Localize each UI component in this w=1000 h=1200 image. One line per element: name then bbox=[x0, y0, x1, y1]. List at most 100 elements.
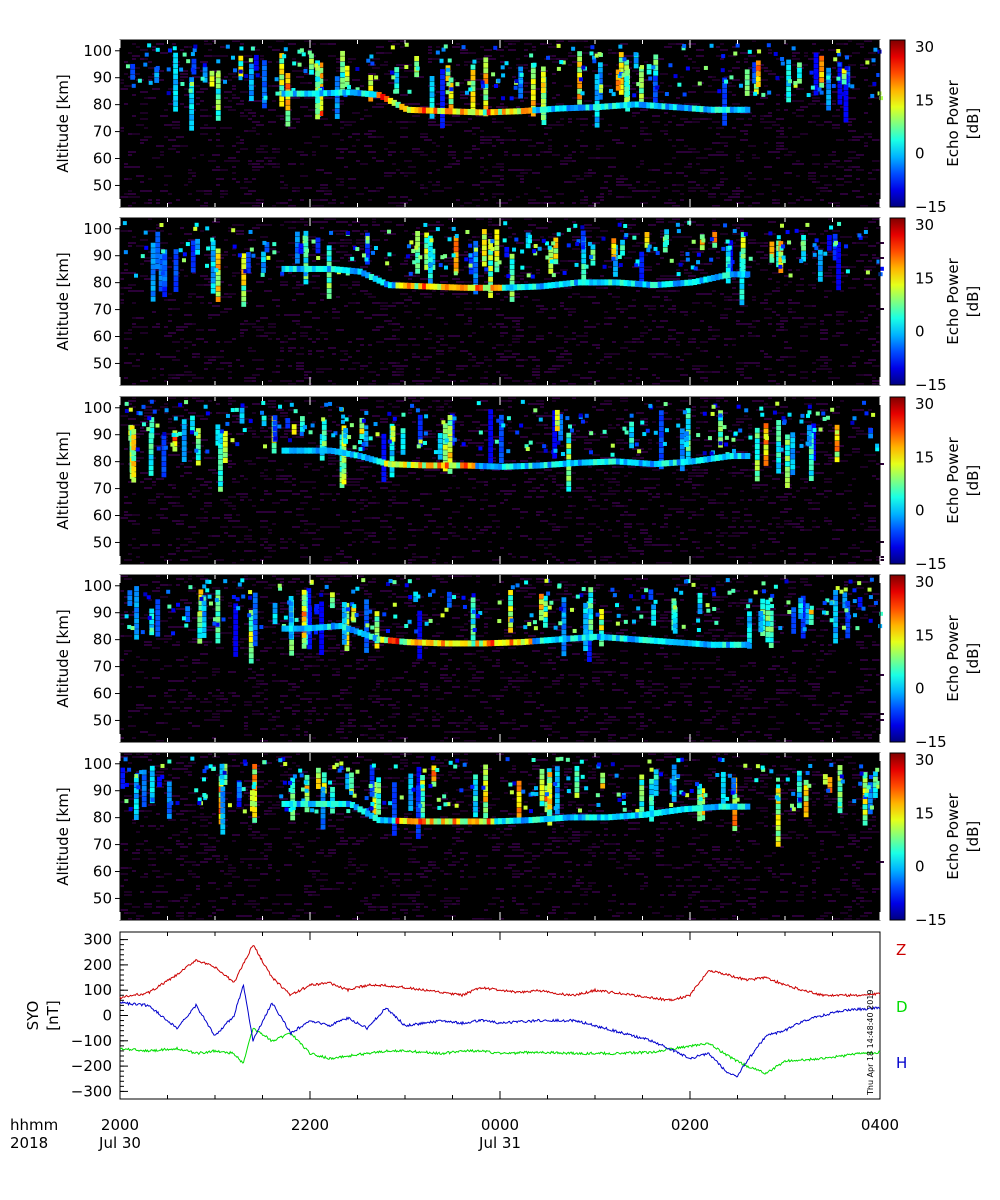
noise-pixel bbox=[276, 163, 280, 165]
noise-pixel bbox=[164, 380, 168, 382]
noise-pixel bbox=[844, 454, 852, 456]
noise-pixel bbox=[628, 233, 636, 235]
noise-pixel bbox=[488, 550, 492, 552]
noise-pixel bbox=[764, 293, 772, 295]
echo-streak bbox=[264, 241, 270, 247]
noise-pixel bbox=[612, 502, 620, 504]
echo-pixel bbox=[533, 244, 538, 249]
noise-pixel bbox=[600, 484, 604, 486]
echo-pixel bbox=[216, 70, 221, 75]
echo-pixel bbox=[140, 254, 145, 259]
pmse-layer-pixel bbox=[475, 284, 481, 291]
noise-pixel bbox=[496, 344, 504, 346]
noise-pixel bbox=[324, 218, 332, 220]
noise-pixel bbox=[296, 314, 300, 316]
pmse-layer-pixel bbox=[596, 103, 603, 110]
echo-pixel bbox=[297, 49, 302, 54]
noise-pixel bbox=[504, 359, 508, 361]
noise-pixel bbox=[772, 335, 776, 337]
noise-pixel bbox=[552, 154, 560, 156]
noise-pixel bbox=[376, 341, 384, 343]
echo-streak bbox=[295, 253, 300, 259]
noise-pixel bbox=[860, 184, 864, 186]
noise-pixel bbox=[356, 311, 364, 313]
noise-pixel bbox=[552, 308, 556, 310]
noise-pixel bbox=[552, 397, 560, 399]
noise-pixel bbox=[148, 251, 152, 253]
noise-pixel bbox=[380, 481, 384, 483]
noise-pixel bbox=[240, 115, 248, 117]
noise-pixel bbox=[604, 323, 612, 325]
noise-pixel bbox=[744, 377, 752, 379]
noise-pixel bbox=[244, 427, 252, 429]
noise-pixel bbox=[144, 415, 152, 417]
noise-pixel bbox=[628, 362, 632, 364]
noise-pixel bbox=[372, 496, 376, 498]
noise-pixel bbox=[164, 326, 168, 328]
noise-pixel bbox=[800, 196, 804, 198]
noise-pixel bbox=[632, 145, 636, 147]
noise-pixel bbox=[516, 106, 520, 108]
echo-streak bbox=[590, 260, 596, 266]
pmse-layer-pixel bbox=[315, 265, 321, 272]
echo-pixel bbox=[182, 252, 187, 257]
pmse-layer-pixel bbox=[555, 281, 561, 288]
noise-pixel bbox=[360, 397, 368, 399]
echo-pixel bbox=[501, 73, 506, 78]
noise-pixel bbox=[660, 380, 664, 382]
noise-pixel bbox=[824, 290, 832, 292]
noise-pixel bbox=[432, 184, 440, 186]
echo-pixel bbox=[599, 84, 604, 89]
noise-pixel bbox=[732, 94, 736, 96]
pmse-layer-pixel bbox=[482, 109, 489, 116]
echo-streak bbox=[581, 264, 587, 270]
noise-pixel bbox=[732, 532, 740, 534]
noise-pixel bbox=[824, 454, 832, 456]
noise-pixel bbox=[596, 362, 600, 364]
noise-pixel bbox=[248, 239, 252, 241]
echo-streak bbox=[162, 260, 168, 266]
noise-pixel bbox=[824, 359, 832, 361]
echo-streak bbox=[261, 251, 266, 257]
noise-pixel bbox=[220, 178, 224, 180]
noise-pixel bbox=[792, 112, 796, 114]
noise-pixel bbox=[748, 145, 756, 147]
noise-pixel bbox=[460, 52, 464, 54]
noise-pixel bbox=[784, 520, 792, 522]
pmse-layer-pixel bbox=[482, 284, 489, 291]
echo-pixel bbox=[454, 233, 459, 238]
echo-pixel bbox=[556, 232, 561, 237]
noise-pixel bbox=[612, 353, 620, 355]
echo-pixel bbox=[786, 81, 791, 86]
noise-pixel bbox=[864, 269, 872, 271]
noise-pixel bbox=[244, 178, 248, 180]
echo-streak bbox=[285, 121, 291, 127]
echo-streak bbox=[832, 255, 838, 261]
noise-pixel bbox=[832, 163, 836, 165]
noise-pixel bbox=[504, 127, 512, 129]
noise-pixel bbox=[148, 218, 152, 220]
echo-streak bbox=[154, 72, 160, 78]
noise-pixel bbox=[288, 383, 296, 385]
noise-pixel bbox=[288, 365, 292, 367]
noise-pixel bbox=[524, 218, 532, 220]
pmse-layer-pixel bbox=[425, 283, 432, 290]
noise-pixel bbox=[488, 106, 492, 108]
noise-pixel bbox=[196, 356, 200, 358]
echo-streak bbox=[303, 263, 309, 269]
noise-pixel bbox=[672, 305, 676, 307]
noise-pixel bbox=[488, 233, 492, 235]
noise-pixel bbox=[728, 55, 736, 57]
echo-pixel bbox=[743, 232, 748, 237]
echo-pixel bbox=[503, 221, 508, 226]
noise-pixel bbox=[820, 329, 828, 331]
echo-pixel bbox=[200, 76, 205, 81]
echo-streak bbox=[530, 73, 536, 79]
pmse-layer-pixel bbox=[384, 281, 390, 288]
noise-pixel bbox=[848, 151, 856, 153]
noise-pixel bbox=[852, 139, 860, 141]
echo-streak bbox=[315, 114, 320, 120]
noise-pixel bbox=[536, 227, 544, 229]
echo-streak bbox=[150, 296, 156, 302]
echo-streak bbox=[826, 240, 832, 246]
